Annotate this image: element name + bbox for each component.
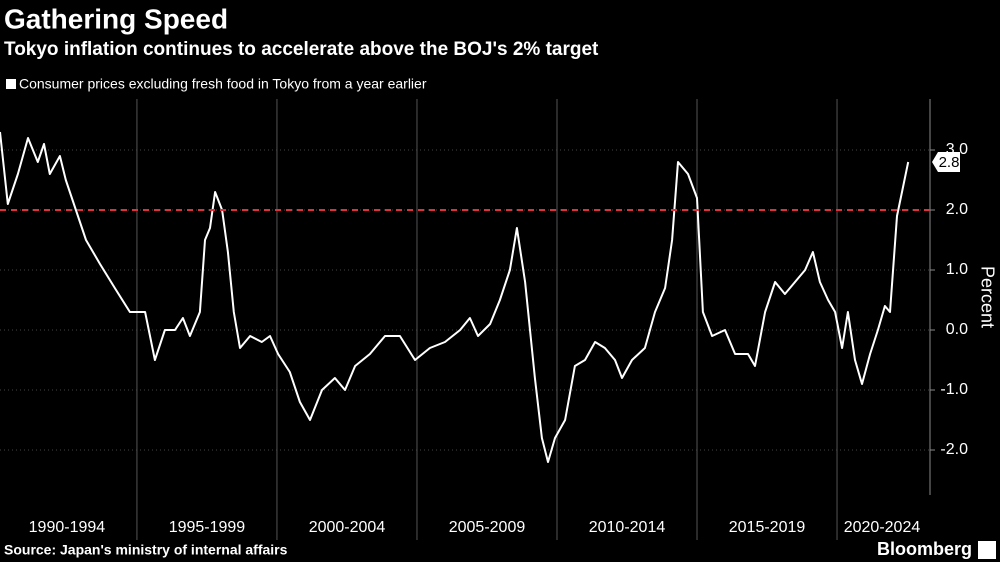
x-tick-label: 1995-1999 — [169, 519, 246, 536]
y-tick-label: -2.0 — [940, 441, 968, 458]
callout-label: 2.8 — [939, 154, 960, 171]
x-tick-label: 1990-1994 — [29, 519, 106, 536]
series-line — [0, 131, 910, 463]
y-tick-label: 0.0 — [946, 321, 968, 338]
x-tick-label: 2010-2014 — [589, 519, 666, 536]
chart-subtitle: Tokyo inflation continues to accelerate … — [4, 39, 599, 60]
chart-title: Gathering Speed — [4, 3, 228, 34]
x-tick-label: 2000-2004 — [309, 519, 386, 536]
x-tick-label: 2015-2019 — [729, 519, 806, 536]
y-tick-label: -1.0 — [940, 381, 968, 398]
x-tick-label: 2020-2024 — [844, 519, 921, 536]
y-tick-label: 1.0 — [946, 261, 968, 278]
y-tick-label: 2.0 — [946, 201, 968, 218]
brand: Bloomberg — [877, 539, 972, 559]
brand-icon — [978, 541, 996, 559]
source-note: Source: Japan's ministry of internal aff… — [4, 542, 288, 558]
legend-label: Consumer prices excluding fresh food in … — [19, 76, 427, 92]
legend-swatch — [6, 79, 16, 89]
y-axis-label: Percent — [977, 266, 997, 328]
callout-box — [932, 152, 960, 172]
x-tick-label: 2005-2009 — [449, 519, 526, 536]
